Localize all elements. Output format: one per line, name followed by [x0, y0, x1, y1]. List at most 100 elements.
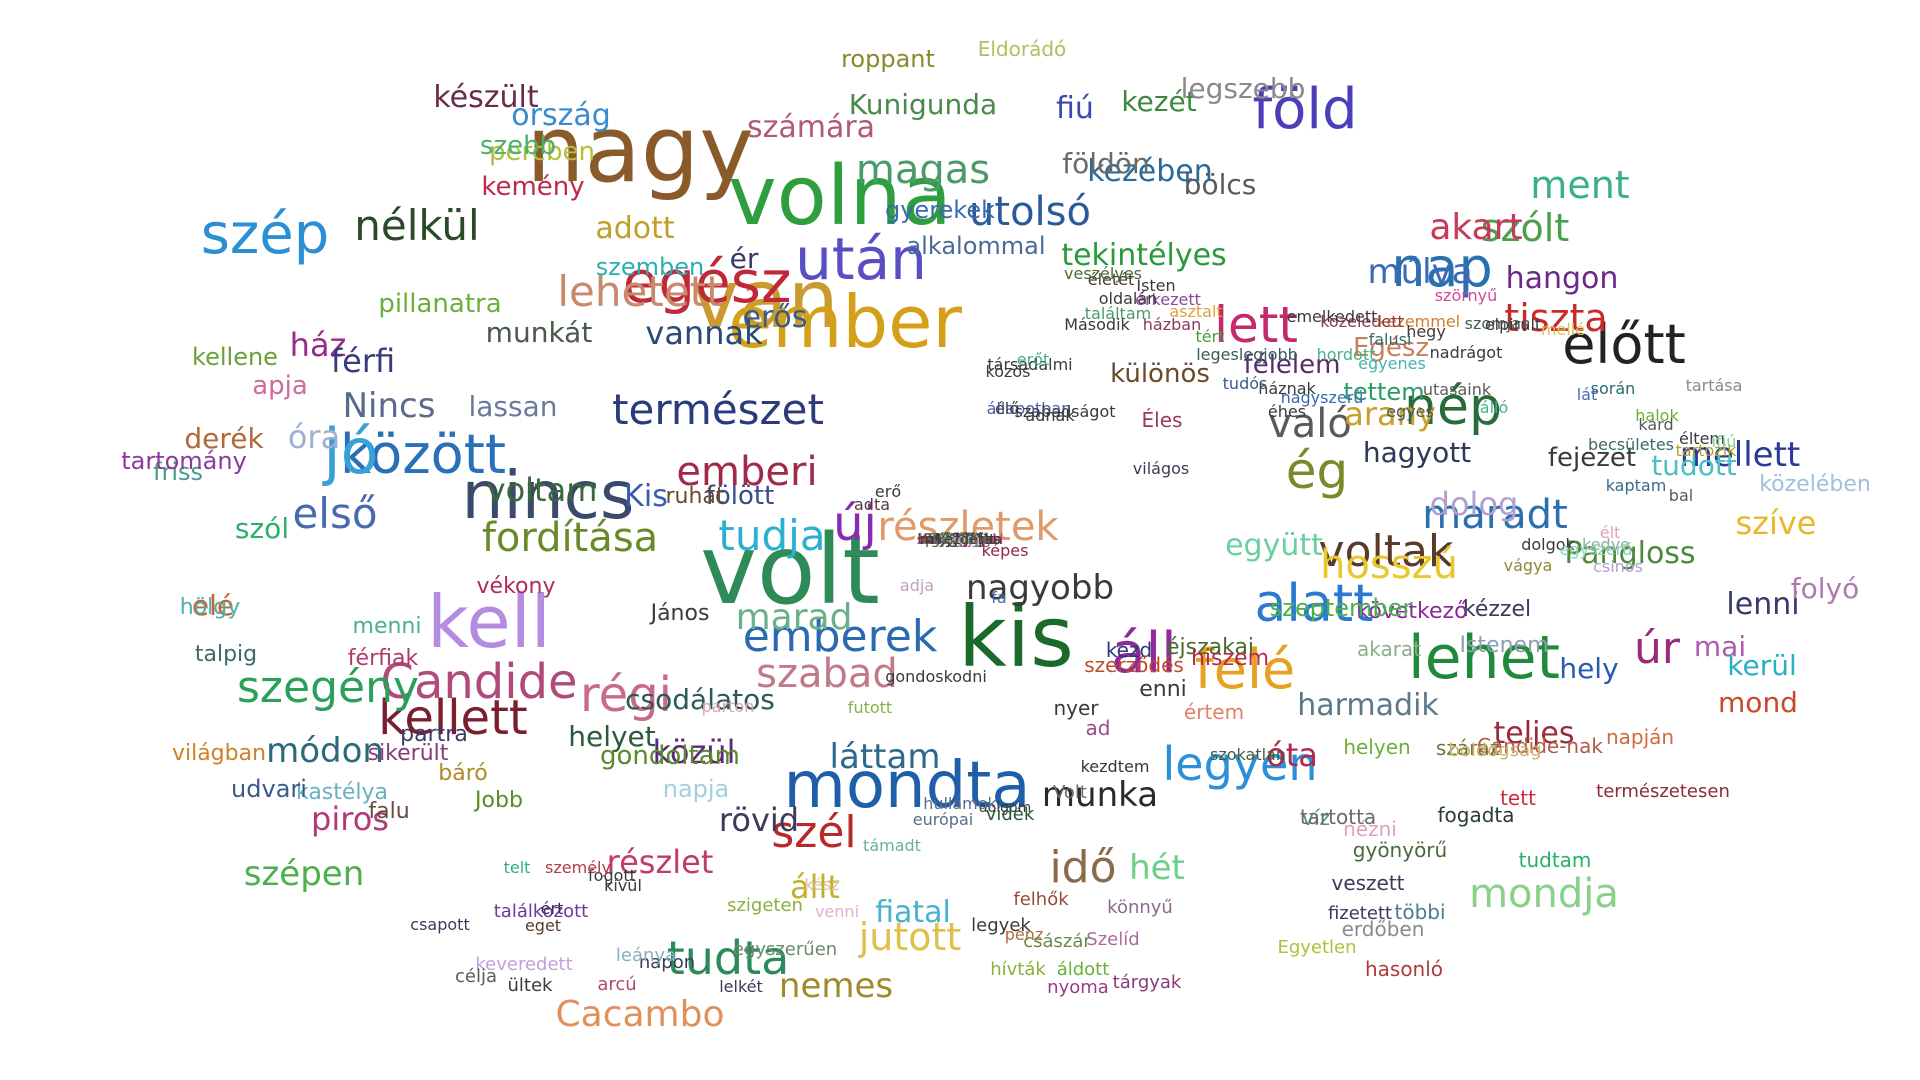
cloud-word: éhes	[1267, 402, 1307, 421]
cloud-word: életét	[1087, 270, 1135, 289]
cloud-word: tekintélyes	[1061, 238, 1227, 273]
cloud-word: közeledett	[1320, 312, 1404, 331]
cloud-word: ok	[951, 532, 969, 548]
cloud-word: venni	[814, 902, 860, 921]
cloud-word: emberi	[676, 449, 818, 495]
cloud-word: Első	[945, 532, 975, 548]
cloud-word: nyoma	[1047, 977, 1109, 998]
cloud-word: hagyott	[1362, 436, 1472, 469]
cloud-word: nadrágot	[1429, 343, 1503, 362]
cloud-word: célja	[454, 966, 498, 987]
cloud-word: természetesen	[1596, 781, 1730, 802]
cloud-word: éltem	[1679, 429, 1725, 448]
cloud-word: kard	[1638, 415, 1674, 434]
cloud-word: mellé	[1540, 320, 1586, 339]
cloud-word: kellene	[192, 343, 278, 371]
cloud-word: találta	[937, 532, 983, 548]
cloud-word: piros	[311, 800, 389, 838]
cloud-word: Candide-nak	[1477, 734, 1603, 758]
cloud-word: maradj	[935, 532, 985, 548]
cloud-word: során	[1590, 379, 1636, 398]
cloud-word: hiszem	[1190, 646, 1270, 671]
cloud-word: óra	[287, 418, 341, 456]
cloud-word: elpirult	[1484, 315, 1542, 334]
cloud-word: hullámok	[923, 794, 997, 813]
cloud-word: Egyetlen	[1277, 937, 1357, 958]
cloud-word: kis	[958, 588, 1074, 686]
cloud-word: lett	[1214, 296, 1298, 354]
cloud-word: erő	[874, 482, 902, 501]
cloud-word: Candide	[380, 654, 578, 710]
cloud-word: oldalán	[1098, 289, 1158, 308]
cloud-word: földre	[939, 532, 981, 548]
cloud-word: szabad	[756, 651, 898, 697]
cloud-word: folyó	[1790, 572, 1860, 605]
cloud-word: Kis	[624, 479, 668, 514]
cloud-word: kastély	[934, 532, 986, 548]
cloud-word: módon	[266, 731, 384, 771]
cloud-word: báró	[438, 761, 488, 786]
cloud-word: legyek	[971, 915, 1031, 936]
cloud-word: különös	[1110, 359, 1210, 389]
cloud-word: arcú	[597, 974, 637, 995]
cloud-word: tettem	[1343, 378, 1425, 406]
cloud-word: alatt	[1254, 574, 1374, 634]
cloud-word: erőt	[1016, 350, 1050, 369]
cloud-word: félelem	[1243, 350, 1341, 380]
cloud-word: dolgok	[1521, 535, 1575, 554]
cloud-word: körben	[935, 532, 985, 548]
cloud-word: bal	[1668, 486, 1694, 505]
cloud-word: nagyszerű	[1280, 388, 1364, 407]
cloud-word: napon	[638, 952, 696, 973]
cloud-word: szólt	[1480, 206, 1570, 250]
cloud-word: császár	[1023, 931, 1091, 952]
cloud-word: jöttek	[939, 532, 981, 548]
cloud-word: pillanatra	[378, 289, 502, 319]
cloud-word: csodálatos	[625, 683, 775, 716]
cloud-word: lovas	[941, 532, 979, 548]
cloud-word: parancsot	[925, 532, 995, 548]
cloud-word: kerül	[1727, 649, 1797, 682]
cloud-word: álló	[1479, 398, 1509, 417]
cloud-word: bírtam	[936, 532, 984, 548]
cloud-word: vágya	[1503, 556, 1553, 575]
cloud-word: mozgalmas	[919, 532, 1001, 548]
cloud-word: gondoskodni	[885, 667, 987, 686]
cloud-word: szeptember	[1269, 594, 1413, 622]
cloud-word: képes	[981, 541, 1029, 560]
cloud-word: óta	[1266, 736, 1318, 774]
cloud-word: lehetett	[557, 267, 723, 316]
cloud-word: veszett	[1331, 871, 1405, 895]
cloud-word: asztalt	[1169, 302, 1223, 321]
cloud-word: rövid	[718, 801, 800, 839]
cloud-word: maradt	[1422, 492, 1568, 538]
cloud-word: áldott	[1056, 959, 1110, 980]
cloud-word: dús	[947, 532, 973, 548]
cloud-word: elé	[191, 589, 235, 622]
cloud-word: van	[691, 253, 839, 346]
cloud-word: Nincs	[342, 386, 436, 426]
cloud-word: voltam	[486, 471, 598, 509]
cloud-word: háznak	[1258, 379, 1316, 398]
cloud-word: marad	[735, 597, 853, 638]
cloud-word: szebb	[479, 131, 557, 161]
cloud-word: kívül	[604, 876, 642, 895]
cloud-word: nyitott	[936, 532, 984, 548]
cloud-word: szíve	[1735, 504, 1817, 542]
cloud-word: természet	[612, 385, 824, 434]
cloud-word: hoztak	[936, 532, 984, 548]
cloud-word: után	[795, 225, 927, 293]
cloud-word: nemes	[778, 966, 894, 1006]
cloud-word: élt	[1599, 523, 1621, 542]
cloud-word: ruhát	[665, 484, 725, 509]
cloud-word: hallgatta	[928, 532, 992, 548]
cloud-word: kedve	[1581, 535, 1631, 554]
cloud-word: lassan	[468, 390, 558, 423]
cloud-word: új	[833, 496, 877, 552]
cloud-word: nézni	[1343, 817, 1397, 841]
cloud-word: kezdtem	[1080, 757, 1150, 776]
cloud-word: eset	[944, 532, 976, 548]
cloud-word: társadalmi	[987, 355, 1073, 374]
cloud-word: szél	[771, 807, 857, 858]
